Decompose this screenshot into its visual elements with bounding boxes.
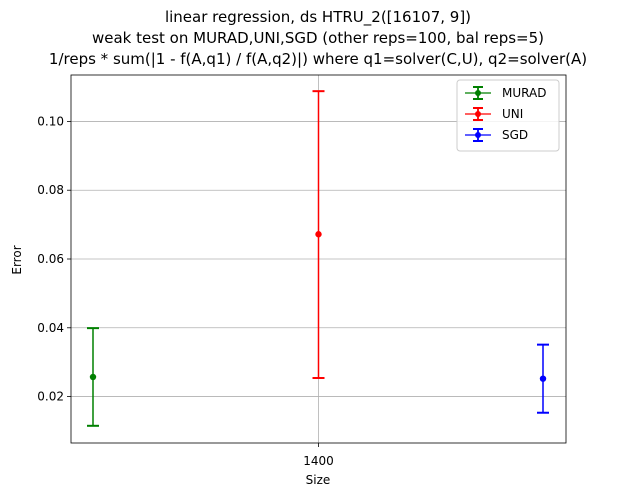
legend-marker	[475, 132, 481, 138]
legend: MURAD UNI SGD	[456, 79, 560, 152]
series-uni	[312, 90, 325, 379]
data-point	[539, 375, 547, 382]
legend-box	[456, 79, 560, 152]
legend-label: UNI	[502, 107, 523, 121]
title-line-2: weak test on MURAD,UNI,SGD (other reps=1…	[92, 29, 544, 47]
legend-item-murad: MURAD	[465, 86, 546, 100]
x-axis-label: Size	[306, 473, 331, 487]
data-point	[89, 373, 97, 381]
legend-label: MURAD	[502, 86, 546, 100]
y-tick-label: 0.10	[37, 114, 64, 128]
legend-label: SGD	[502, 128, 528, 142]
y-tick-label: 0.06	[37, 252, 64, 266]
y-tick-label: 0.04	[37, 321, 64, 335]
legend-marker	[475, 111, 481, 117]
title-line-3: 1/reps * sum(|1 - f(A,q1) / f(A,q2)|) wh…	[49, 50, 587, 68]
legend-item-uni: UNI	[465, 107, 523, 121]
y-tick-label: 0.02	[37, 390, 64, 404]
y-axis-label: Error	[10, 245, 24, 274]
series-sgd	[537, 343, 549, 414]
legend-item-sgd: SGD	[465, 128, 528, 142]
legend-marker	[475, 90, 481, 96]
data-point	[315, 231, 322, 238]
axes: 0.02 0.04 0.06 0.08 0.10 1400	[37, 74, 567, 468]
data-marks	[87, 90, 549, 427]
y-tick-label: 0.08	[37, 183, 64, 197]
series-murad	[87, 327, 99, 427]
chart-title: linear regression, ds HTRU_2([16107, 9])…	[49, 8, 587, 68]
x-tick-label: 1400	[303, 454, 334, 468]
title-line-1: linear regression, ds HTRU_2([16107, 9])	[165, 8, 471, 27]
